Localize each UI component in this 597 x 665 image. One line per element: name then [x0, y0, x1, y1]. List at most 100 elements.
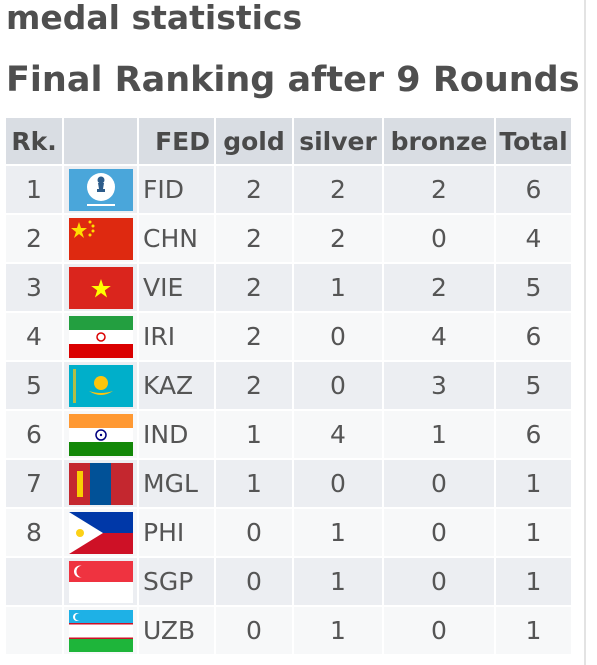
flag-cell — [64, 607, 137, 654]
rank-cell: 6 — [6, 411, 62, 458]
medal-table: Rk. FED gold silver bronze Total 1 FID 2 — [4, 116, 573, 656]
ranking-title: Final Ranking after 9 Rounds — [6, 60, 580, 100]
gold-cell: 1 — [216, 411, 292, 458]
flag-cell — [64, 509, 137, 556]
flag-cell — [64, 460, 137, 507]
china-flag-icon — [68, 217, 133, 260]
fed-cell[interactable]: UZB — [139, 607, 214, 654]
table-row: 2 CHN 2 2 0 4 — [6, 215, 571, 262]
flag-cell — [64, 411, 137, 458]
fed-cell[interactable]: VIE — [139, 264, 214, 311]
col-header-flag — [64, 118, 137, 164]
flag-cell — [64, 215, 137, 262]
iran-flag-icon — [68, 315, 133, 358]
scroll-edge — [584, 0, 586, 665]
bronze-cell: 0 — [384, 509, 494, 556]
singapore-flag-icon — [68, 560, 133, 603]
fed-cell[interactable]: KAZ — [139, 362, 214, 409]
col-header-bronze[interactable]: bronze — [384, 118, 494, 164]
gold-cell: 0 — [216, 558, 292, 605]
bronze-cell: 2 — [384, 166, 494, 213]
gold-cell: 2 — [216, 215, 292, 262]
gold-cell: 0 — [216, 607, 292, 654]
flag-cell — [64, 313, 137, 360]
rank-cell — [6, 607, 62, 654]
gold-cell: 2 — [216, 264, 292, 311]
bronze-cell: 0 — [384, 460, 494, 507]
table-row: 3 VIE 2 1 2 5 — [6, 264, 571, 311]
silver-cell: 2 — [294, 166, 382, 213]
table-row: 6 IND 1 4 1 6 — [6, 411, 571, 458]
flag-cell — [64, 558, 137, 605]
silver-cell: 0 — [294, 362, 382, 409]
fed-cell[interactable]: SGP — [139, 558, 214, 605]
silver-cell: 2 — [294, 215, 382, 262]
gold-cell: 2 — [216, 362, 292, 409]
rank-cell: 4 — [6, 313, 62, 360]
col-header-fed[interactable]: FED — [139, 118, 214, 164]
bronze-cell: 0 — [384, 215, 494, 262]
col-header-silver[interactable]: silver — [294, 118, 382, 164]
fed-cell[interactable]: PHI — [139, 509, 214, 556]
table-row: UZB 0 1 0 1 — [6, 607, 571, 654]
silver-cell: 1 — [294, 264, 382, 311]
rank-cell: 8 — [6, 509, 62, 556]
india-flag-icon — [68, 413, 133, 456]
rank-cell — [6, 558, 62, 605]
table-row: 4 IRI 2 0 4 6 — [6, 313, 571, 360]
total-cell: 6 — [496, 166, 571, 213]
gold-cell: 2 — [216, 166, 292, 213]
bronze-cell: 4 — [384, 313, 494, 360]
total-cell: 1 — [496, 509, 571, 556]
silver-cell: 0 — [294, 313, 382, 360]
total-cell: 5 — [496, 264, 571, 311]
table-row: 8 PHI 0 1 0 1 — [6, 509, 571, 556]
rank-cell: 7 — [6, 460, 62, 507]
table-row: 1 FID 2 2 2 6 — [6, 166, 571, 213]
col-header-rank[interactable]: Rk. — [6, 118, 62, 164]
rank-cell: 1 — [6, 166, 62, 213]
bronze-cell: 3 — [384, 362, 494, 409]
fed-cell[interactable]: IRI — [139, 313, 214, 360]
table-header-row: Rk. FED gold silver bronze Total — [6, 118, 571, 164]
kazakhstan-flag-icon — [68, 364, 133, 407]
bronze-cell: 2 — [384, 264, 494, 311]
flag-cell — [64, 362, 137, 409]
silver-cell: 1 — [294, 607, 382, 654]
fed-cell[interactable]: FID — [139, 166, 214, 213]
fed-cell[interactable]: CHN — [139, 215, 214, 262]
fed-cell[interactable]: IND — [139, 411, 214, 458]
fide-flag-icon — [68, 168, 133, 211]
silver-cell: 0 — [294, 460, 382, 507]
silver-cell: 1 — [294, 558, 382, 605]
total-cell: 6 — [496, 313, 571, 360]
total-cell: 5 — [496, 362, 571, 409]
uzbekistan-flag-icon — [68, 609, 133, 652]
page-heading: medal statistics — [6, 0, 303, 37]
table-row: 7 MGL 1 0 0 1 — [6, 460, 571, 507]
table-row: 5 KAZ 2 0 3 5 — [6, 362, 571, 409]
total-cell: 1 — [496, 558, 571, 605]
silver-cell: 1 — [294, 509, 382, 556]
col-header-total[interactable]: Total — [496, 118, 571, 164]
vietnam-flag-icon — [68, 266, 133, 309]
rank-cell: 5 — [6, 362, 62, 409]
bronze-cell: 0 — [384, 607, 494, 654]
philippines-flag-icon — [68, 511, 133, 554]
fed-cell[interactable]: MGL — [139, 460, 214, 507]
gold-cell: 2 — [216, 313, 292, 360]
mongolia-flag-icon — [68, 462, 133, 505]
silver-cell: 4 — [294, 411, 382, 458]
total-cell: 4 — [496, 215, 571, 262]
gold-cell: 1 — [216, 460, 292, 507]
flag-cell — [64, 264, 137, 311]
total-cell: 1 — [496, 460, 571, 507]
bronze-cell: 1 — [384, 411, 494, 458]
rank-cell: 2 — [6, 215, 62, 262]
bronze-cell: 0 — [384, 558, 494, 605]
col-header-gold[interactable]: gold — [216, 118, 292, 164]
table-row: SGP 0 1 0 1 — [6, 558, 571, 605]
total-cell: 1 — [496, 607, 571, 654]
gold-cell: 0 — [216, 509, 292, 556]
total-cell: 6 — [496, 411, 571, 458]
